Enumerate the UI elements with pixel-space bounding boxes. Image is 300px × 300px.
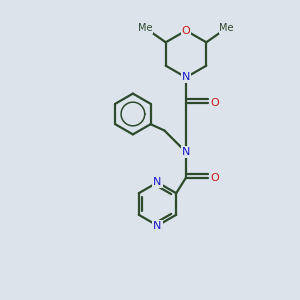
Text: N: N bbox=[153, 177, 162, 188]
Text: Me: Me bbox=[219, 23, 234, 33]
Text: Me: Me bbox=[138, 23, 153, 33]
Text: O: O bbox=[211, 98, 220, 108]
Text: O: O bbox=[211, 172, 220, 183]
Text: N: N bbox=[153, 220, 162, 231]
Text: N: N bbox=[182, 72, 190, 82]
Text: N: N bbox=[182, 147, 190, 157]
Text: O: O bbox=[182, 26, 190, 36]
